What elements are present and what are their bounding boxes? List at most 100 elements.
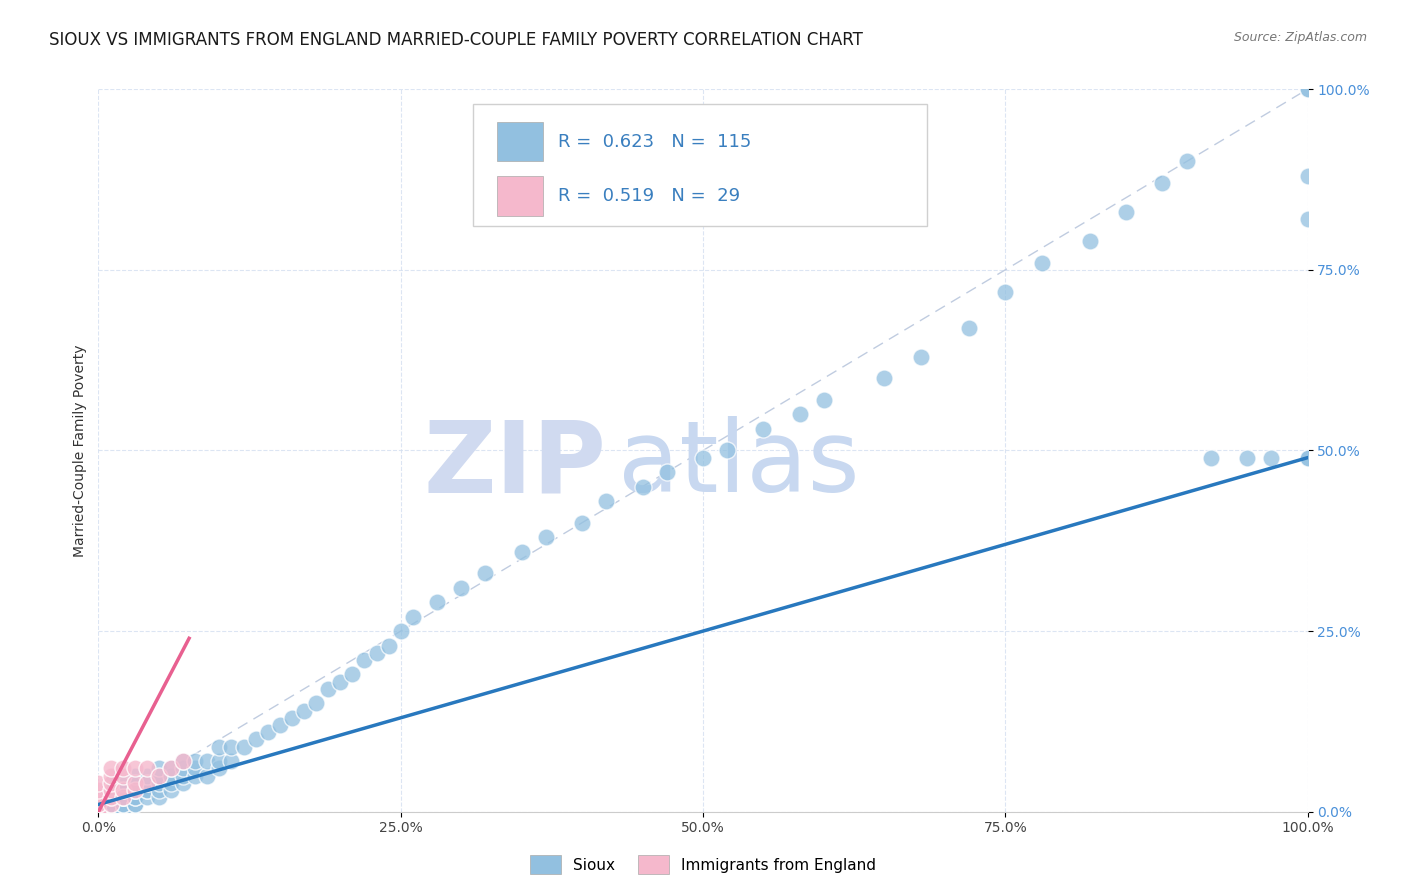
Point: [87, 805, 110, 819]
Point: [1199, 450, 1222, 465]
Point: [148, 783, 170, 797]
Point: [111, 761, 134, 775]
Point: [100, 790, 122, 805]
Point: [208, 761, 231, 775]
FancyBboxPatch shape: [498, 176, 543, 216]
Point: [184, 754, 207, 768]
Point: [305, 696, 328, 710]
Point: [87, 805, 110, 819]
Point: [1260, 450, 1282, 465]
Point: [148, 769, 170, 783]
Point: [957, 320, 980, 334]
Point: [221, 739, 243, 754]
FancyBboxPatch shape: [498, 121, 543, 161]
Point: [135, 783, 157, 797]
FancyBboxPatch shape: [474, 103, 927, 227]
Point: [873, 371, 896, 385]
Point: [172, 776, 194, 790]
Point: [160, 761, 183, 775]
Text: R =  0.519   N =  29: R = 0.519 N = 29: [558, 186, 740, 205]
Point: [342, 667, 364, 681]
Point: [1078, 234, 1101, 248]
Point: [571, 516, 593, 530]
Point: [221, 754, 243, 768]
Point: [124, 776, 146, 790]
Point: [1175, 154, 1198, 169]
Point: [100, 790, 122, 805]
Point: [366, 646, 388, 660]
Point: [148, 761, 170, 775]
Point: [426, 595, 449, 609]
Point: [124, 797, 146, 812]
Point: [100, 790, 122, 805]
Point: [111, 790, 134, 805]
Point: [160, 776, 183, 790]
Point: [245, 732, 267, 747]
Point: [316, 681, 339, 696]
Point: [135, 783, 157, 797]
Text: SIOUX VS IMMIGRANTS FROM ENGLAND MARRIED-COUPLE FAMILY POVERTY CORRELATION CHART: SIOUX VS IMMIGRANTS FROM ENGLAND MARRIED…: [49, 31, 863, 49]
Point: [100, 783, 122, 797]
Point: [111, 776, 134, 790]
Point: [100, 776, 122, 790]
Point: [789, 407, 811, 421]
Point: [402, 609, 425, 624]
Point: [160, 761, 183, 775]
Point: [474, 566, 496, 581]
Point: [100, 761, 122, 775]
Point: [135, 776, 157, 790]
Point: [87, 797, 110, 812]
Point: [87, 783, 110, 797]
Point: [910, 350, 932, 364]
Point: [269, 718, 291, 732]
Point: [100, 805, 122, 819]
Point: [232, 739, 254, 754]
Point: [148, 776, 170, 790]
Point: [1296, 450, 1319, 465]
Point: [389, 624, 412, 639]
Point: [124, 776, 146, 790]
Text: ZIP: ZIP: [423, 417, 606, 514]
Point: [124, 790, 146, 805]
Point: [124, 783, 146, 797]
Point: [160, 783, 183, 797]
Point: [160, 769, 183, 783]
Point: [111, 790, 134, 805]
Point: [100, 783, 122, 797]
Point: [87, 797, 110, 812]
Point: [124, 769, 146, 783]
Point: [87, 805, 110, 819]
Point: [111, 805, 134, 819]
Point: [172, 769, 194, 783]
Point: [1296, 212, 1319, 227]
Point: [87, 805, 110, 819]
Point: [292, 704, 315, 718]
Point: [208, 754, 231, 768]
Point: [87, 805, 110, 819]
Point: [111, 790, 134, 805]
Point: [87, 805, 110, 819]
Point: [813, 392, 835, 407]
Point: [87, 797, 110, 812]
Point: [100, 783, 122, 797]
Point: [353, 653, 375, 667]
Point: [87, 797, 110, 812]
Point: [100, 790, 122, 805]
Point: [124, 783, 146, 797]
Point: [111, 783, 134, 797]
Point: [111, 769, 134, 783]
Point: [100, 797, 122, 812]
Point: [111, 790, 134, 805]
Point: [510, 544, 533, 558]
Point: [111, 783, 134, 797]
Point: [124, 797, 146, 812]
Point: [184, 769, 207, 783]
Point: [1296, 82, 1319, 96]
Point: [148, 790, 170, 805]
Point: [172, 761, 194, 775]
Y-axis label: Married-Couple Family Poverty: Married-Couple Family Poverty: [73, 344, 87, 557]
Point: [172, 754, 194, 768]
Point: [195, 769, 218, 783]
Point: [87, 805, 110, 819]
Point: [329, 674, 352, 689]
